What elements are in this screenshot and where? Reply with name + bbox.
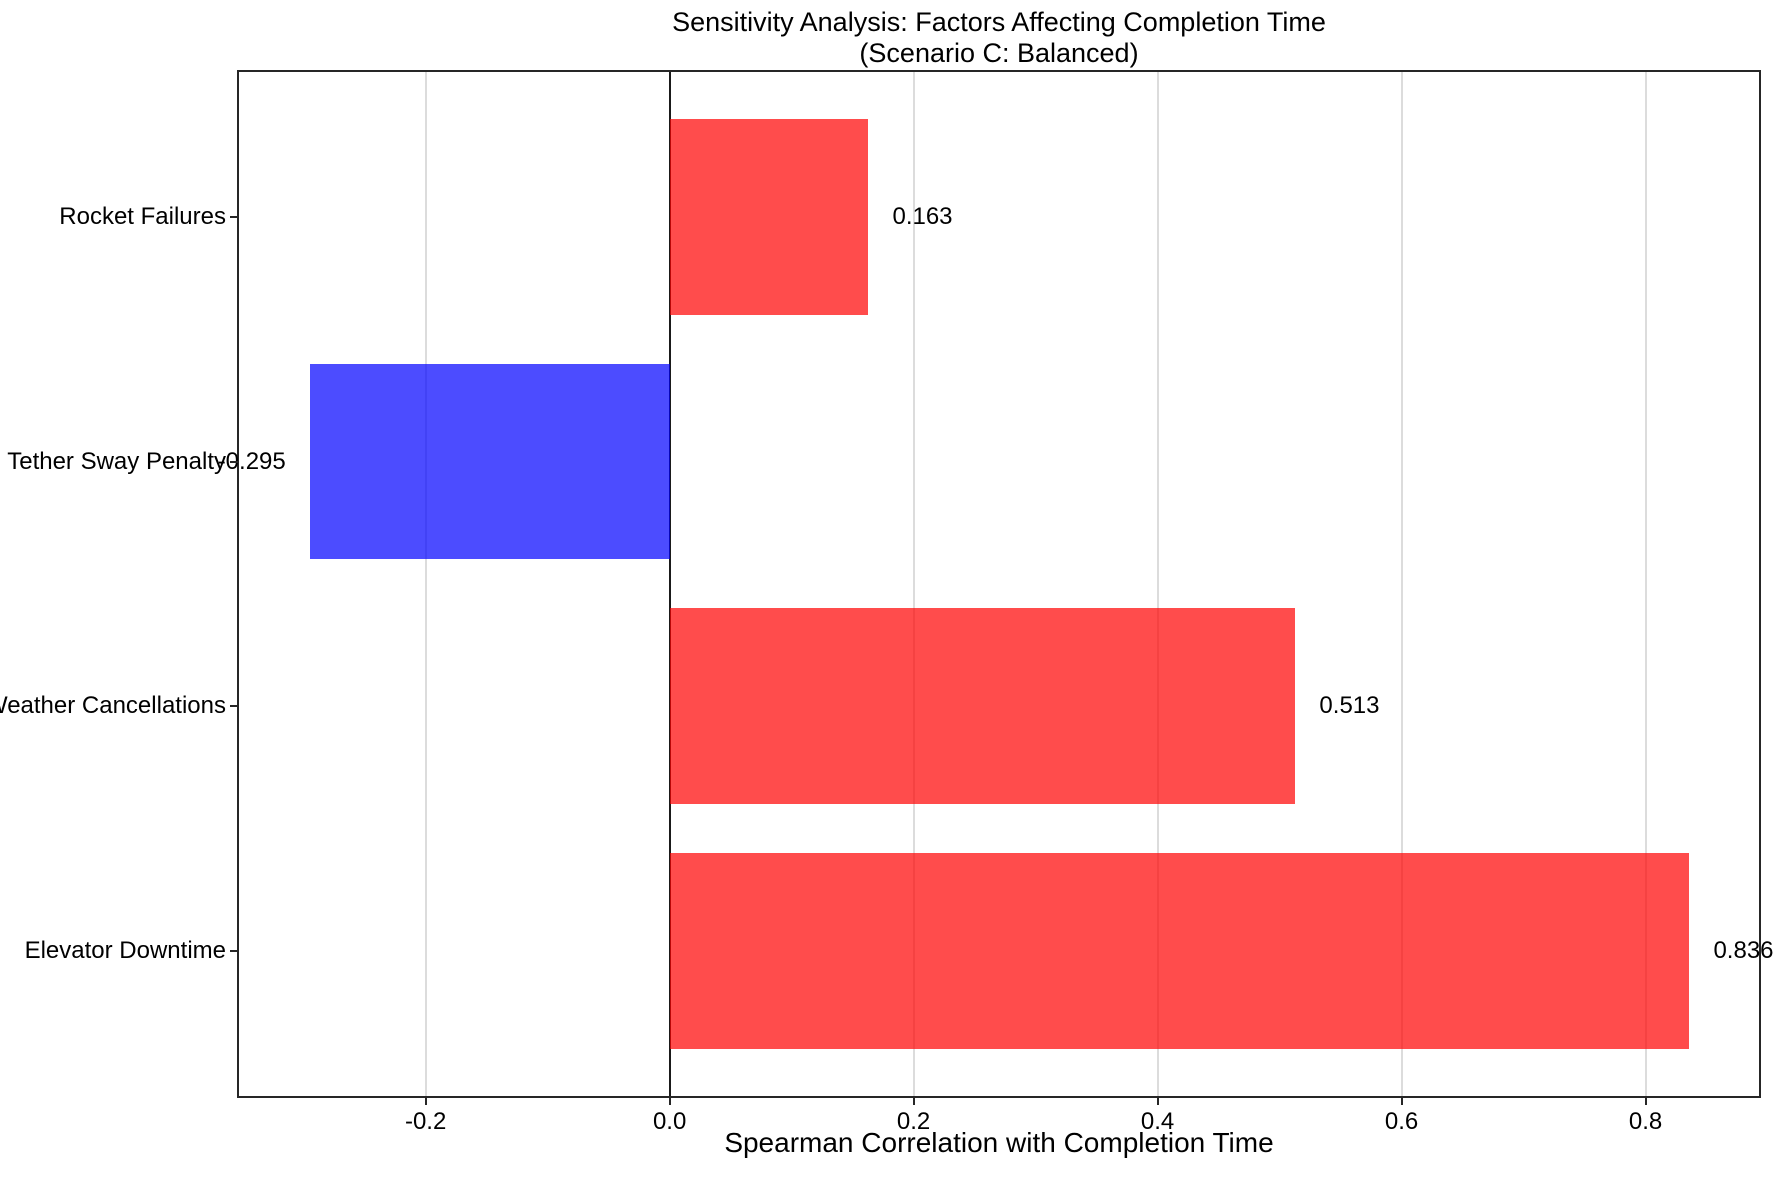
value-label-tether-sway-penalty: -0.295	[217, 447, 286, 475]
gridline-x--0.2	[424, 72, 427, 1096]
x-tick-label: 0.6	[1384, 1108, 1419, 1135]
x-tick-mark	[912, 1096, 915, 1105]
category-label-tether-sway-penalty: Tether Sway Penalty	[7, 447, 226, 475]
chart-title-line2: (Scenario C: Balanced)	[859, 38, 1139, 68]
gridline-x-0.2	[912, 72, 915, 1096]
x-tick-label: -0.2	[404, 1108, 447, 1135]
category-label-elevator-downtime: Elevator Downtime	[24, 937, 226, 965]
value-label-rocket-failures: 0.163	[892, 202, 953, 230]
chart-title-line1: Sensitivity Analysis: Factors Affecting …	[672, 7, 1326, 37]
value-label-weather-cancellations: 0.513	[1319, 692, 1380, 720]
y-tick-mark	[230, 215, 239, 218]
bar-weather-cancellations	[669, 608, 1296, 805]
bar-rocket-failures	[669, 118, 869, 315]
value-label-elevator-downtime: 0.836	[1713, 937, 1774, 965]
gridline-x-0.6	[1400, 72, 1403, 1096]
x-tick-label: 0.2	[896, 1108, 931, 1135]
x-tick-label: 0.8	[1628, 1108, 1663, 1135]
x-tick-mark	[1400, 1096, 1403, 1105]
y-tick-mark	[230, 705, 239, 708]
category-label-rocket-failures: Rocket Failures	[59, 202, 226, 230]
x-tick-label: 0.0	[652, 1108, 687, 1135]
x-tick-label: 0.4	[1140, 1108, 1175, 1135]
gridline-x-0.4	[1156, 72, 1159, 1096]
x-tick-mark	[424, 1096, 427, 1105]
x-tick-mark	[668, 1096, 671, 1105]
y-tick-mark	[230, 950, 239, 953]
zero-line	[668, 72, 671, 1096]
category-label-weather-cancellations: Weather Cancellations	[0, 692, 226, 720]
bar-elevator-downtime	[669, 853, 1690, 1050]
x-axis-label: Spearman Correlation with Completion Tim…	[724, 1127, 1274, 1158]
plot-area: -0.2 0.0 0.2 0.4 0.6 0.8 0.163 Rocket Failures -…	[0, 70, 1774, 1135]
chart-title: Sensitivity Analysis: Factors Affecting …	[237, 7, 1761, 69]
bar-tether-sway-penalty	[309, 363, 670, 560]
gridline-x-0.8	[1644, 72, 1647, 1096]
x-tick-mark	[1644, 1096, 1647, 1105]
x-tick-mark	[1156, 1096, 1159, 1105]
y-tick-mark	[230, 460, 239, 463]
